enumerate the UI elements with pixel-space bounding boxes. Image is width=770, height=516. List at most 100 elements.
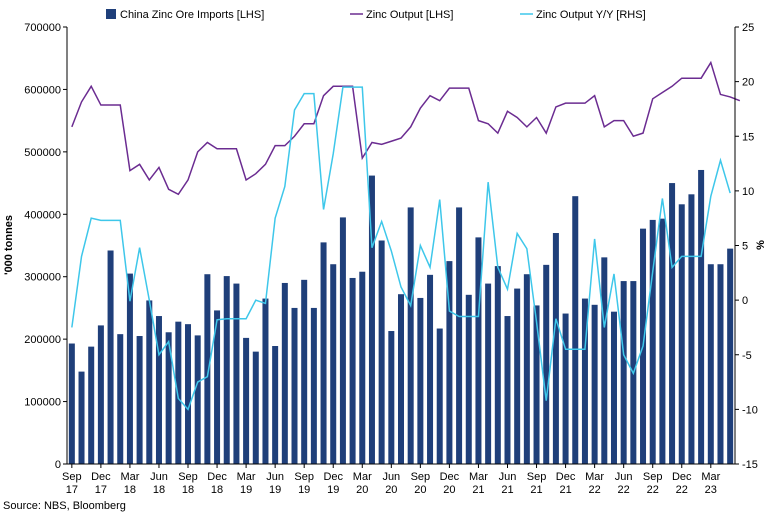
import-bar [349, 277, 356, 464]
x-tick-label-month: Jun [615, 471, 633, 483]
x-tick-label-year: 20 [443, 484, 455, 496]
import-bar [301, 279, 308, 464]
x-tick-label-month: Dec [323, 471, 343, 483]
x-tick-label-year: 22 [618, 484, 630, 496]
import-bar [494, 266, 501, 464]
y-tick-label-right: -15 [742, 459, 758, 471]
x-tick-label-year: 21 [472, 484, 484, 496]
import-bar [610, 311, 617, 464]
import-bar [581, 298, 588, 464]
x-tick-label-month: Jun [266, 471, 284, 483]
y-tick-label-right: -5 [742, 350, 752, 362]
legend: China Zinc Ore Imports [LHS] Zinc Output… [106, 9, 646, 21]
import-bar [155, 316, 162, 464]
import-bar [310, 307, 317, 464]
y-tick-label-left: 200000 [24, 334, 61, 346]
y-axis-title-left: '000 tonnes [3, 215, 15, 275]
import-bar [339, 217, 346, 464]
import-bar [591, 304, 598, 464]
import-bar [136, 336, 143, 464]
x-tick-label-year: 22 [647, 484, 659, 496]
import-bar [330, 264, 337, 464]
import-bar [446, 261, 453, 464]
zinc-output-line [71, 60, 741, 196]
x-tick-label-month: Dec [556, 471, 576, 483]
import-bar [417, 297, 424, 464]
x-tick-label-month: Mar [585, 471, 604, 483]
import-bar [262, 298, 269, 464]
legend-label-yoy: Zinc Output Y/Y [RHS] [536, 9, 646, 21]
import-bar [562, 313, 569, 464]
x-tick-label-month: Dec [440, 471, 460, 483]
x-tick-label-month: Sep [62, 471, 82, 483]
y-axis-ticks-left: 0 100000 200000 300000 400000 500000 600000 700… [24, 22, 67, 471]
x-tick-label-year: 18 [182, 484, 194, 496]
import-bar [572, 196, 579, 464]
import-bar [165, 332, 172, 464]
y-tick-label-right: 15 [742, 131, 754, 143]
x-tick-label-year: 18 [153, 484, 165, 496]
import-bar [707, 264, 714, 464]
import-bar [243, 337, 250, 464]
y-tick-label-left: 300000 [24, 272, 61, 284]
legend-swatch-imports [106, 9, 116, 19]
import-bar [78, 371, 85, 464]
x-tick-label-month: Mar [237, 471, 256, 483]
legend-label-output: Zinc Output [LHS] [366, 9, 453, 21]
x-tick-label-year: 23 [705, 484, 717, 496]
import-bar [552, 233, 559, 464]
import-bar [678, 204, 685, 464]
x-tick-label-year: 18 [211, 484, 223, 496]
x-tick-label-year: 22 [676, 484, 688, 496]
y-tick-label-left: 700000 [24, 22, 61, 34]
x-tick-label-month: Dec [672, 471, 692, 483]
import-bar [175, 321, 182, 464]
x-tick-label-year: 17 [66, 484, 78, 496]
zinc-output-yoy-line [71, 86, 731, 411]
x-tick-label-month: Sep [411, 471, 431, 483]
x-tick-label-year: 21 [530, 484, 542, 496]
import-bar [727, 248, 734, 464]
x-tick-label-year: 19 [269, 484, 281, 496]
import-bar [601, 257, 608, 464]
y-tick-label-right: -10 [742, 404, 758, 416]
import-bar [543, 264, 550, 464]
source-note: Source: NBS, Bloomberg [3, 500, 126, 512]
x-tick-label-month: Mar [120, 471, 139, 483]
import-bar [523, 274, 530, 464]
import-bar [620, 281, 627, 464]
import-bar [397, 294, 405, 464]
x-tick-label-month: Jun [382, 471, 400, 483]
import-bar [88, 346, 95, 464]
import-bar [233, 283, 240, 464]
import-bar [688, 194, 695, 464]
import-bar [456, 207, 463, 464]
x-tick-label-month: Jun [150, 471, 168, 483]
import-bar [107, 250, 114, 464]
y-tick-label-right: 25 [742, 22, 754, 34]
import-bar [388, 331, 395, 464]
x-tick-label-year: 19 [327, 484, 339, 496]
x-tick-label-year: 20 [385, 484, 397, 496]
y-tick-label-left: 600000 [24, 84, 61, 96]
x-tick-label-year: 22 [588, 484, 600, 496]
import-bar [291, 307, 298, 464]
y-tick-label-right: 10 [742, 186, 754, 198]
import-bar [146, 300, 153, 464]
import-bar [407, 207, 414, 464]
import-bar [272, 346, 279, 464]
x-tick-label-year: 21 [501, 484, 513, 496]
x-tick-label-month: Sep [527, 471, 547, 483]
x-tick-label-year: 19 [298, 484, 310, 496]
y-tick-label-left: 400000 [24, 209, 61, 221]
import-bar [669, 183, 676, 465]
import-bar [717, 264, 724, 464]
y-tick-label-left: 500000 [24, 147, 61, 159]
import-bar [117, 334, 124, 464]
x-tick-label-month: Dec [91, 471, 111, 483]
import-bar [194, 335, 201, 464]
x-axis-ticks: Sep17Dec17Mar18Jun18Sep18Dec18Mar19Jun19… [62, 464, 721, 496]
import-bar [436, 328, 443, 464]
y-tick-label-right: 0 [742, 295, 748, 307]
